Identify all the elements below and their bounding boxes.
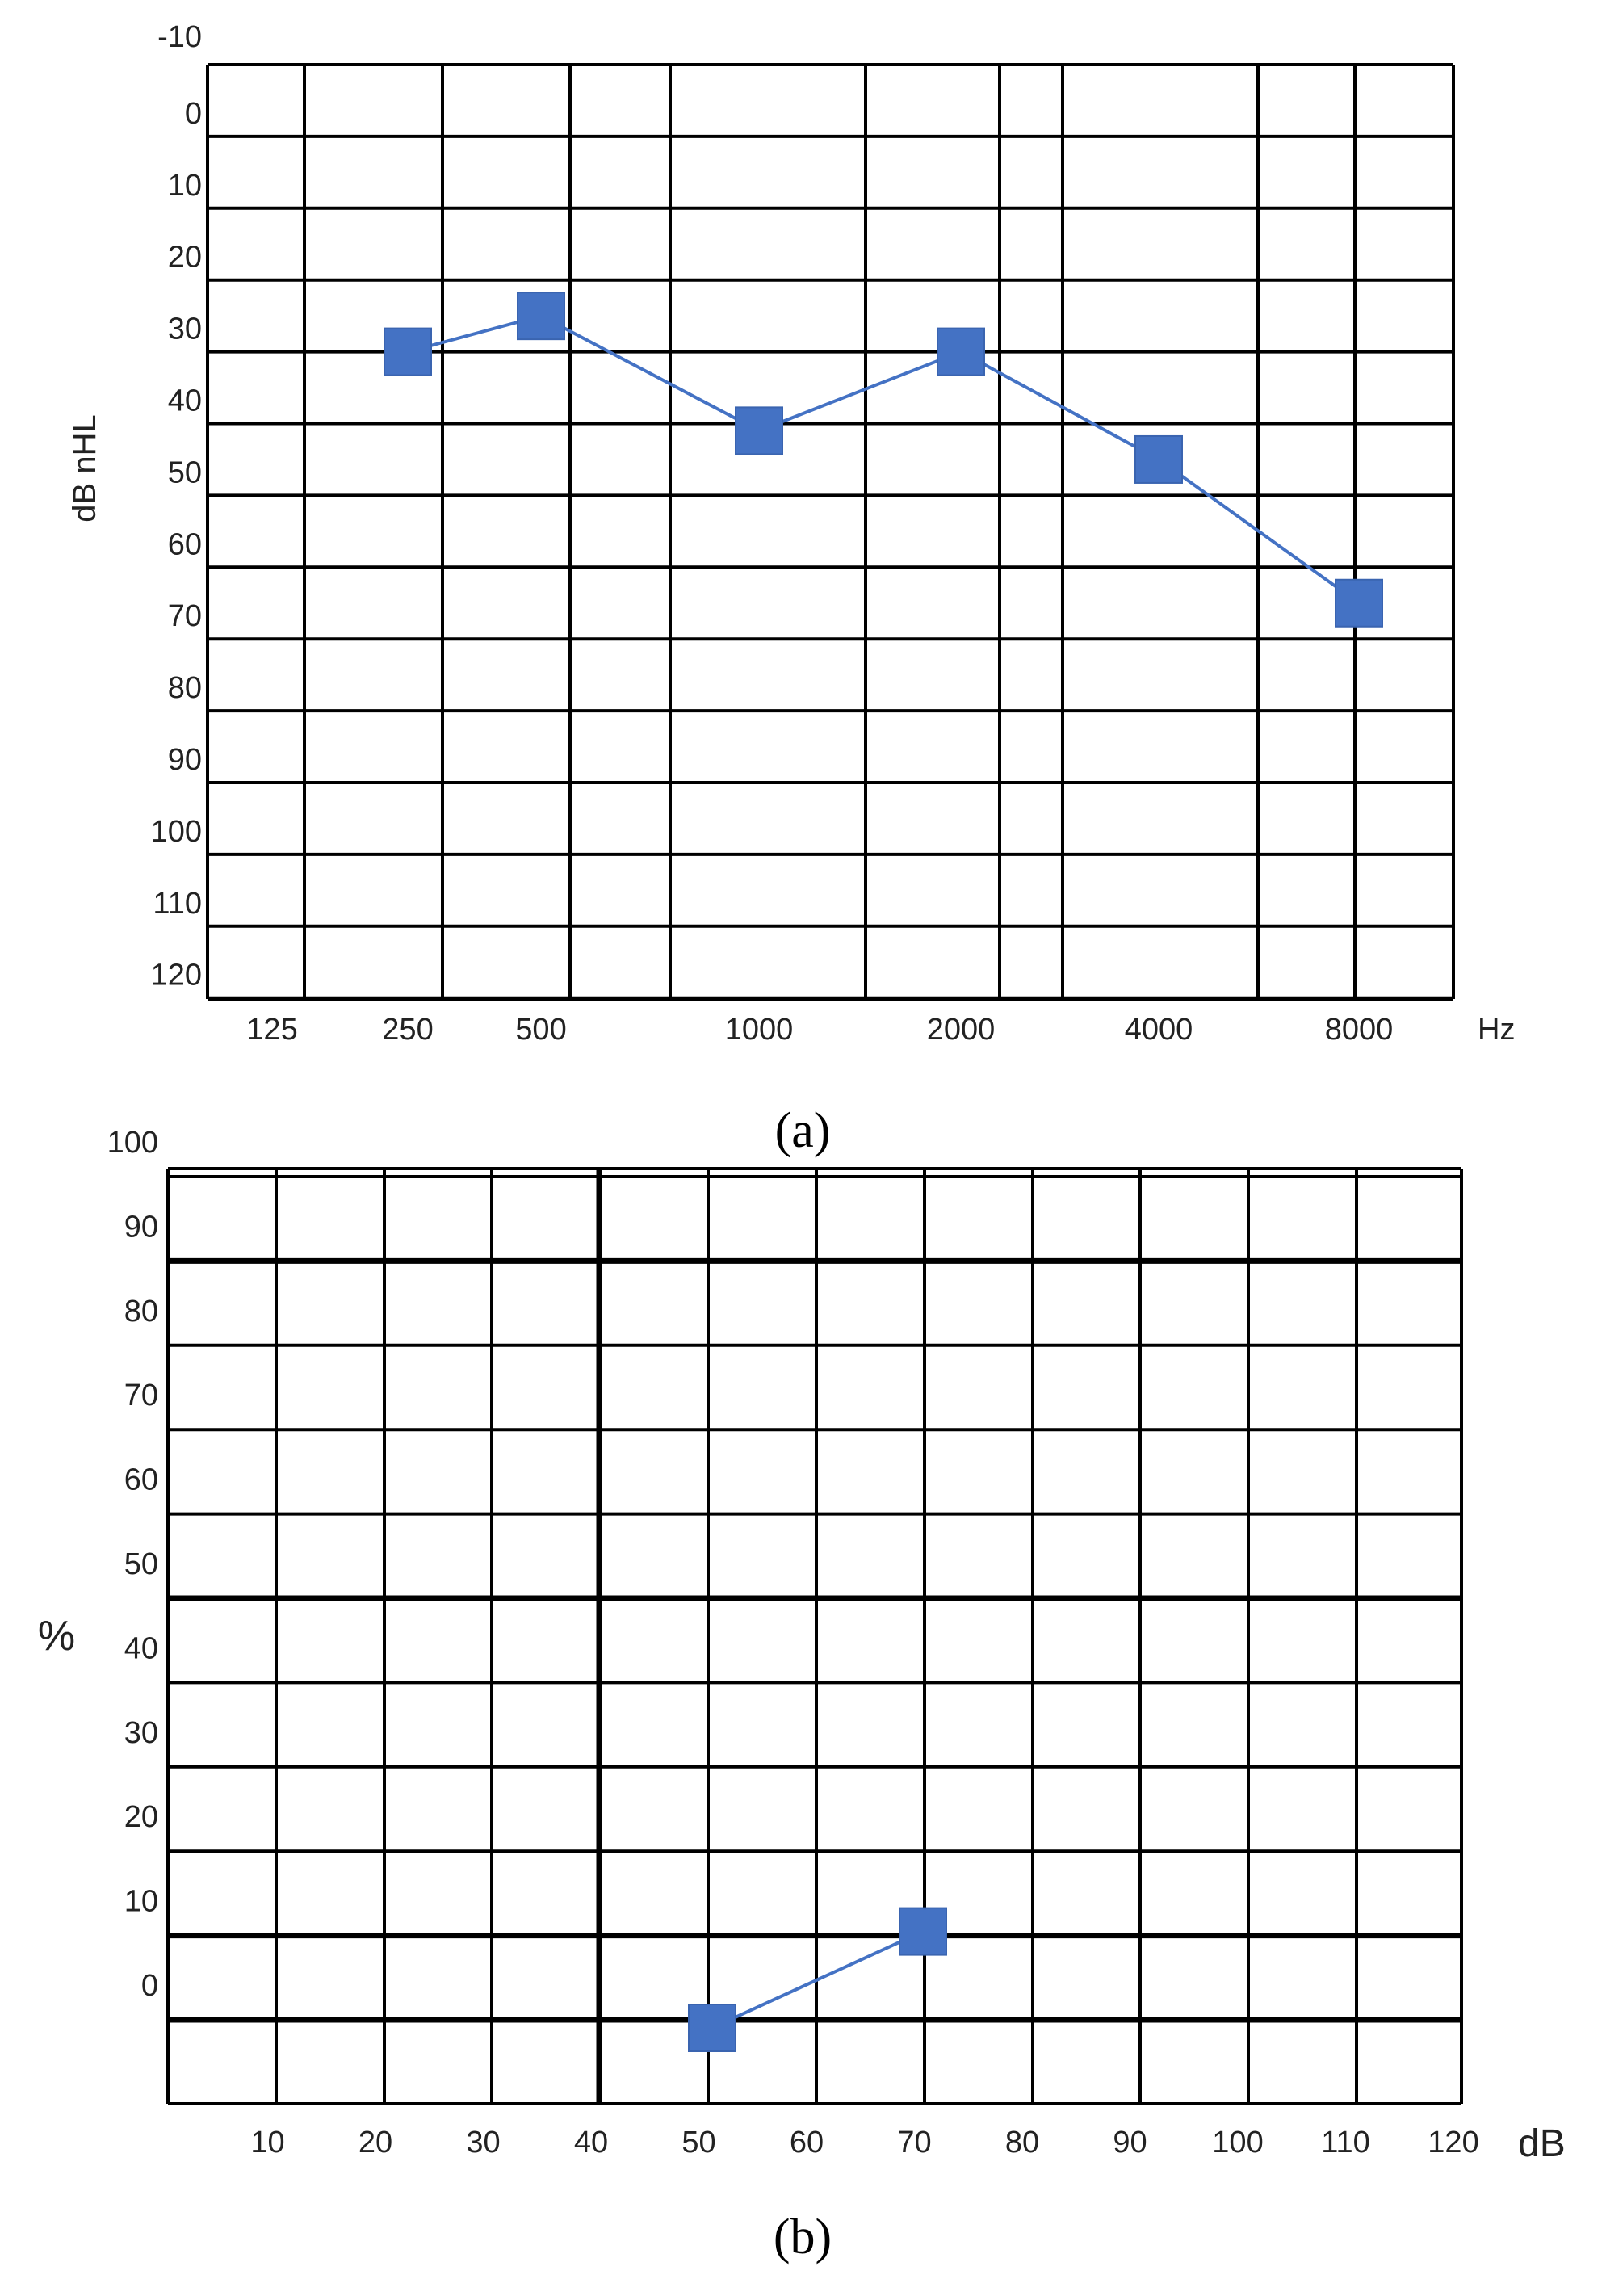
y-tick-label: 0 [141, 1969, 158, 2003]
x-axis-unit: Hz [1478, 1013, 1515, 1047]
x-tick-label: 125 [246, 1013, 297, 1047]
y-tick-label: 30 [168, 313, 202, 346]
x-tick-label: 70 [897, 2126, 931, 2160]
panel-caption-b: (b) [774, 2210, 832, 2265]
y-tick-label: 100 [107, 1126, 158, 1160]
x-tick-label: 120 [1428, 2126, 1478, 2160]
x-tick-label: 30 [466, 2126, 500, 2160]
speech-audiometry-panel: 0 10 20 30 40 50 60 70 80 90 100% 10 20 30 40 50 60 70 80 9… [38, 1126, 1566, 2265]
x-tick-label: 8000 [1325, 1013, 1394, 1047]
y-tick-label: 40 [124, 1631, 158, 1665]
series-line [407, 314, 1361, 605]
y-tick-label: 0 [185, 97, 202, 131]
y-tick-label: 10 [124, 1885, 158, 1919]
y-tick-label: 70 [124, 1379, 158, 1412]
x-tick-label: 80 [1005, 2126, 1039, 2160]
y-tick-label: 40 [168, 384, 202, 418]
y-tick-label: 90 [124, 1210, 158, 1244]
y-tick-label: 20 [168, 241, 202, 275]
y-axis-label: dB nHL [67, 414, 103, 522]
y-tick-label: 50 [168, 455, 202, 489]
series-line [711, 1929, 924, 2029]
y-tick-label: 30 [124, 1716, 158, 1750]
x-tick-label: 250 [382, 1013, 433, 1047]
data-point-marker [384, 327, 432, 376]
panel-caption-a: (a) [775, 1103, 831, 1158]
y-tick-label: 120 [151, 959, 202, 993]
x-tick-label: 40 [574, 2126, 608, 2160]
x-tick-label: 2000 [927, 1013, 996, 1047]
y-tick-label: 60 [124, 1463, 158, 1497]
y-tick-label: 50 [124, 1547, 158, 1581]
data-point-marker [899, 1907, 947, 1956]
x-tick-label: 500 [515, 1013, 566, 1047]
y-tick-label: 20 [124, 1800, 158, 1834]
data-point-marker [937, 327, 985, 376]
x-tick-label: 110 [1321, 2126, 1370, 2160]
x-tick-label: 100 [1212, 2126, 1263, 2160]
x-tick-label: 20 [359, 2126, 392, 2160]
x-tick-label: 4000 [1125, 1013, 1193, 1047]
y-tick-label: 80 [168, 671, 202, 705]
x-tick-label: 60 [790, 2126, 824, 2160]
data-point-marker [1335, 578, 1383, 628]
x-tick-label: 10 [250, 2126, 284, 2160]
data-point-marker [1134, 434, 1183, 484]
audiogram-panel: -10 0 10 20 30 40 50 60 70 80 90 100 110 120 dB nHL 125… [67, 20, 1515, 1158]
x-axis-unit: dB [1518, 2122, 1566, 2165]
y-tick-label: 110 [153, 887, 202, 921]
y-tick-label: 60 [168, 527, 202, 561]
data-point-marker [688, 2004, 736, 2052]
x-tick-label: 50 [681, 2126, 715, 2160]
data-point-marker [517, 292, 565, 341]
y-tick-label: 100 [151, 815, 202, 849]
data-point-marker [735, 406, 783, 455]
y-tick-label: -10 [157, 20, 202, 54]
y-tick-label: 10 [168, 169, 202, 203]
y-tick-label: 90 [168, 743, 202, 777]
y-tick-label: 70 [168, 599, 202, 633]
y-axis-label: % [38, 1613, 75, 1660]
x-tick-label: 90 [1113, 2126, 1147, 2160]
y-tick-label: 80 [124, 1295, 158, 1328]
x-tick-label: 1000 [725, 1013, 794, 1047]
